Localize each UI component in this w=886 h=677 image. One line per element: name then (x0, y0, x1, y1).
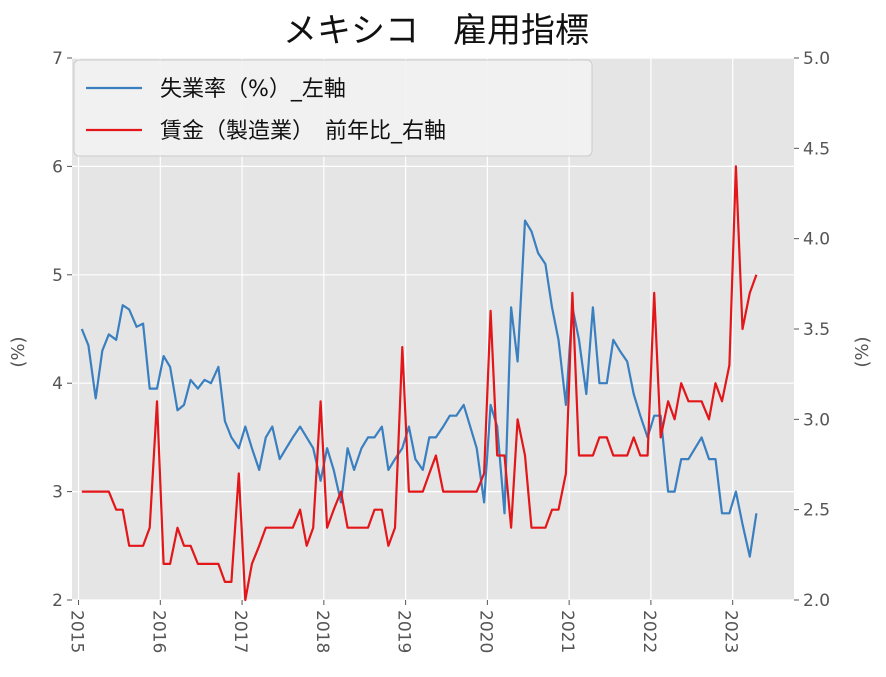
bottom-tick-label: 2020 (475, 610, 495, 653)
chart-title: メキシコ 雇用指標 (283, 11, 589, 51)
left-tick-label: 4 (52, 374, 63, 394)
right-tick-label: 4.5 (803, 139, 830, 159)
bottom-tick-label: 2021 (557, 610, 577, 653)
left-tick-label: 5 (52, 266, 63, 286)
bottom-tick-label: 2022 (639, 610, 659, 653)
bottom-tick-label: 2017 (230, 610, 250, 653)
wage-growth-series-line (81, 165, 758, 602)
left-tick-label: 6 (52, 157, 63, 177)
legend-box (73, 59, 593, 157)
unemployment-series-line (80, 219, 758, 558)
bottom-tick-label: 2018 (312, 610, 332, 653)
legend: 失業率（%）_左軸 賃金（製造業） 前年比_右軸 (73, 59, 593, 157)
right-tick-label: 2.5 (803, 501, 830, 521)
left-tick-label: 3 (52, 483, 63, 503)
bottom-tick-label: 2023 (721, 610, 741, 653)
left-axis: 2 3 4 5 6 7 (52, 49, 72, 611)
right-axis-title: (%) (852, 336, 873, 367)
right-tick-label: 3.0 (803, 410, 830, 430)
bottom-tick-label: 2019 (394, 610, 414, 653)
right-tick-label: 2.0 (803, 591, 830, 611)
bottom-tick-label: 2016 (148, 610, 168, 653)
legend-label-unemployment: 失業率（%）_左軸 (160, 77, 346, 102)
right-tick-label: 4.0 (803, 230, 830, 250)
legend-label-wages: 賃金（製造業） 前年比_右軸 (160, 119, 446, 144)
bottom-tick-label: 2015 (67, 610, 87, 653)
right-axis: 2.0 2.5 3.0 3.5 4.0 4.5 5.0 (794, 49, 830, 611)
bottom-axis: 2015 2016 2017 2018 2019 2020 2021 2022 2023 (67, 600, 741, 653)
left-axis-title: (%) (8, 336, 29, 367)
left-tick-label: 7 (52, 49, 63, 69)
left-tick-label: 2 (52, 591, 63, 611)
right-tick-label: 5.0 (803, 49, 830, 69)
right-tick-label: 3.5 (803, 320, 830, 340)
